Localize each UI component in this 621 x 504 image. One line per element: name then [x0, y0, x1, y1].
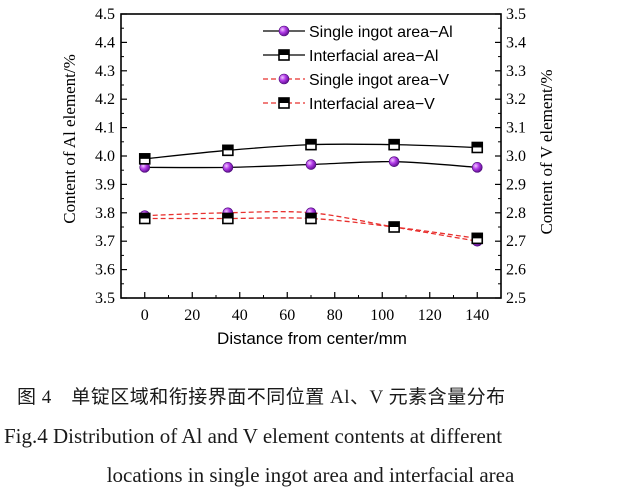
- x-tick-label: 80: [327, 307, 343, 324]
- square-marker-fill: [279, 98, 289, 103]
- y-axis-left-label: Content of Al element/%: [60, 54, 79, 224]
- al-v-content-chart: 0 20 40 60 80 100 120 140 3.5 3.6 3.7 3.8 3.9 4.0 4.1 4…: [60, 6, 556, 348]
- data-point: [471, 232, 484, 245]
- y-left-tick-label: 4.4: [95, 34, 115, 51]
- legend-label: Single ingot area−Al: [309, 24, 453, 41]
- y-right-tick-label: 3.1: [506, 120, 526, 137]
- y-right-tick-label: 2.9: [506, 176, 526, 193]
- y-right-tick-label: 3.5: [506, 6, 526, 23]
- square-marker-fill: [139, 153, 150, 159]
- y-left-tick-label: 4.2: [95, 91, 115, 108]
- data-point: [388, 156, 400, 167]
- legend-marker: [278, 49, 290, 61]
- x-tick-label: 100: [370, 307, 394, 324]
- data-point: [222, 212, 234, 225]
- legend-entry-2: Interfacial area−Al: [263, 48, 438, 65]
- data-point: [305, 159, 317, 170]
- data-point: [388, 138, 400, 151]
- plot-axes: 0 20 40 60 80 100 120 140 3.5 3.6 3.7 3.8 3.9 4.0 4.1 4…: [95, 6, 526, 324]
- x-tick-label: 120: [418, 307, 442, 324]
- legend-entry-4: Interfacial area−V: [263, 96, 435, 113]
- data-point: [471, 162, 483, 173]
- legend-entry-1: Single ingot area−Al: [263, 24, 453, 41]
- x-axis-label: Distance from center/mm: [217, 329, 407, 348]
- y-left-tick-label: 3.5: [95, 290, 115, 307]
- figure-caption-english-line1: Fig.4 Distribution of Al and V element c…: [4, 424, 503, 448]
- legend-marker: [278, 25, 290, 37]
- data-point: [138, 212, 151, 225]
- data-point: [388, 221, 400, 233]
- y-right-tick-label: 3.2: [506, 91, 526, 108]
- figure-caption-chinese: 图 4 单锭区域和衔接界面不同位置 Al、V 元素含量分布: [17, 387, 506, 408]
- square-marker-fill: [139, 213, 150, 219]
- legend-label: Single ingot area−V: [309, 72, 449, 89]
- square-marker-fill: [389, 222, 400, 227]
- series-1: [139, 156, 483, 173]
- data-point: [305, 212, 317, 225]
- legend-label: Interfacial area−V: [309, 96, 435, 113]
- data-point: [222, 162, 234, 173]
- data-point: [138, 153, 151, 165]
- x-tick-label: 0: [141, 307, 149, 324]
- y-left-tick-label: 3.7: [95, 233, 115, 250]
- square-marker-fill: [389, 139, 400, 145]
- y-left-tick-label: 3.8: [95, 205, 115, 222]
- y-left-tick-label: 4.1: [95, 120, 115, 137]
- y-axis-right-label: Content of V element/%: [537, 69, 556, 234]
- legend-entry-3: Single ingot area−V: [263, 72, 449, 89]
- square-marker-fill: [279, 50, 289, 55]
- square-marker-fill: [306, 213, 316, 219]
- legend-marker: [278, 73, 290, 85]
- legend-label: Interfacial area−Al: [309, 48, 438, 65]
- square-marker-fill: [306, 139, 316, 145]
- y-right-tick-label: 3.0: [506, 148, 526, 165]
- data-point: [305, 138, 317, 151]
- y-right-tick-label: 3.4: [506, 34, 526, 51]
- series-4: [138, 212, 484, 245]
- series-layer: [138, 138, 484, 247]
- y-right-tick-label: 2.7: [506, 233, 526, 250]
- data-point: [471, 141, 484, 154]
- y-left-tick-label: 4.0: [95, 148, 115, 165]
- y-right-tick-label: 2.6: [506, 262, 526, 279]
- y-left-tick-label: 4.5: [95, 6, 115, 23]
- x-tick-label: 40: [232, 307, 248, 324]
- x-tick-label: 60: [279, 307, 295, 324]
- x-tick-label: 140: [465, 307, 489, 324]
- y-right-tick-label: 2.5: [506, 290, 526, 307]
- chart-legend: Single ingot area−Al Interfacial area−Al S…: [263, 24, 453, 113]
- square-marker-fill: [222, 213, 233, 219]
- y-right-tick-label: 2.8: [506, 205, 526, 222]
- y-right-tick-label: 3.3: [506, 63, 526, 80]
- y-left-tick-label: 4.3: [95, 63, 115, 80]
- square-marker-fill: [222, 145, 233, 151]
- x-tick-label: 20: [184, 307, 200, 324]
- figure-caption-english-line2: locations in single ingot area and inter…: [106, 463, 515, 487]
- series-2: [138, 138, 484, 165]
- legend-marker: [278, 97, 290, 109]
- square-marker-fill: [472, 142, 483, 148]
- data-point: [222, 144, 234, 157]
- y-left-tick-label: 3.6: [95, 262, 115, 279]
- y-left-tick-label: 3.9: [95, 176, 115, 193]
- square-marker-fill: [472, 233, 483, 239]
